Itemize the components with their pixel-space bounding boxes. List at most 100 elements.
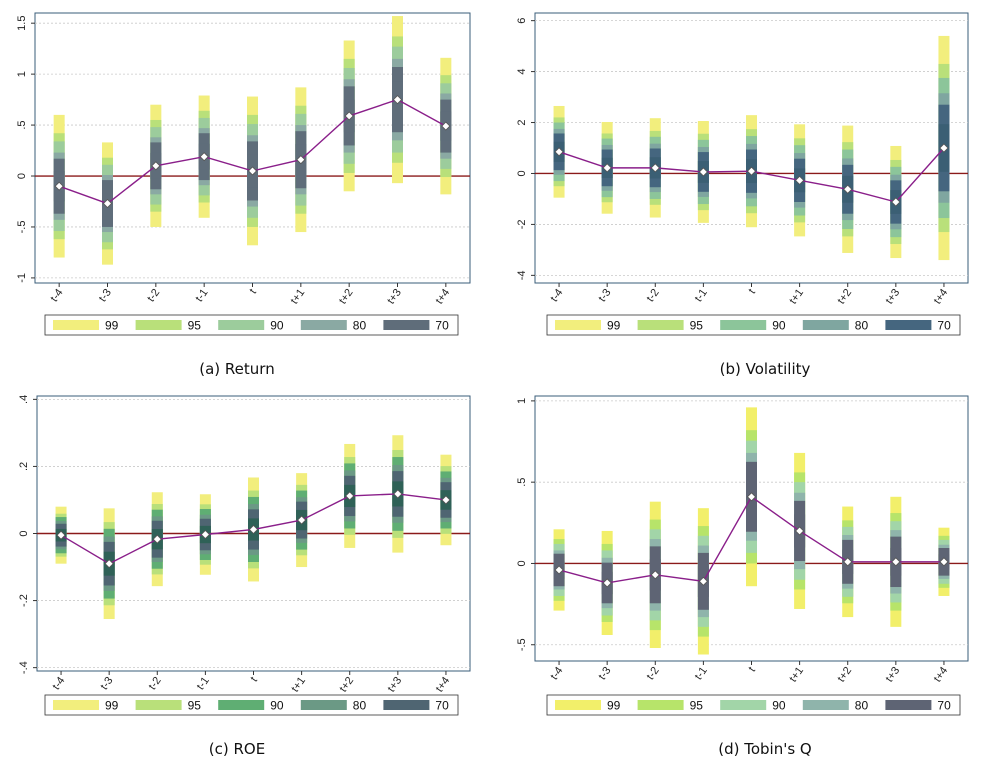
legend-label-99: 99 xyxy=(105,319,119,333)
y-tick-label: -2 xyxy=(516,220,528,230)
legend-swatch-95 xyxy=(135,700,182,710)
y-tick-label: .5 xyxy=(516,478,528,487)
x-tick-label: t+1 xyxy=(787,287,806,307)
x-tick-label: t-2 xyxy=(147,675,164,692)
legend-label-80: 80 xyxy=(353,699,367,713)
legend-swatch-70 xyxy=(885,700,932,710)
panel-return: -1 -.5 0.5 1 1.5 t-4 t-3 t-2 t-1 t t+1 t+2 t+3 t+4 99 9… xyxy=(0,0,498,384)
estimate-point xyxy=(199,152,209,162)
legend-label-99: 99 xyxy=(607,699,621,713)
y-tick-label: -1 xyxy=(16,273,28,283)
x-tick-label: t+3 xyxy=(385,287,404,307)
estimate-point xyxy=(151,161,161,171)
x-tick-label: t+2 xyxy=(835,665,854,685)
x-tick-label: t+1 xyxy=(787,665,806,685)
estimate-point xyxy=(746,492,757,502)
estimate-point xyxy=(843,184,853,194)
estimate-point xyxy=(698,576,708,586)
legend-label-70: 70 xyxy=(937,319,951,333)
legend-swatch-95 xyxy=(637,700,684,710)
estimate-point xyxy=(795,175,805,185)
estimate-point xyxy=(698,167,708,177)
y-tick-label: -4 xyxy=(516,270,528,280)
legend-swatch-70 xyxy=(885,320,932,330)
estimate-point xyxy=(650,570,660,580)
x-tick-label: t-3 xyxy=(98,675,115,692)
estimate-point xyxy=(441,495,451,505)
y-tick-label: 0 xyxy=(18,530,30,536)
x-tick-label: t-2 xyxy=(145,287,162,304)
y-tick-label: 4 xyxy=(516,69,528,75)
x-tick-label: t+3 xyxy=(884,287,903,307)
estimate-point xyxy=(344,111,354,121)
legend-label-95: 95 xyxy=(690,319,704,333)
x-tick-label: t+4 xyxy=(434,287,453,307)
x-tick-label: t-3 xyxy=(596,287,613,304)
estimate-point xyxy=(392,95,403,105)
x-tick-label: t xyxy=(746,287,758,296)
legend: 99 95 90 80 70 xyxy=(44,694,459,716)
legend-label-70: 70 xyxy=(435,699,449,713)
y-tick-label: 1.5 xyxy=(16,16,28,31)
estimate-point xyxy=(795,526,805,536)
x-tick-label: t+1 xyxy=(289,675,308,695)
y-tick-label: .2 xyxy=(18,462,30,471)
panel-caption: (b) Volatility xyxy=(720,360,811,378)
x-tick-label: t-1 xyxy=(693,665,710,682)
x-tick-label: t+2 xyxy=(835,287,854,307)
panel-roe: -.4 -.2 0 .2 .4 t-4 t-3 t-2 t-1 t t+1 t+2 t+3 t+4 99 95… xyxy=(0,384,498,769)
x-tick-label: t-1 xyxy=(195,675,212,692)
legend-swatch-90 xyxy=(218,320,265,330)
estimate-point xyxy=(746,166,757,176)
legend-label-90: 90 xyxy=(772,319,786,333)
estimate-point xyxy=(296,155,306,165)
estimate-point xyxy=(393,489,403,499)
x-tick-label: t+4 xyxy=(932,665,951,685)
estimate-point xyxy=(104,559,114,569)
y-tick-label: 0 xyxy=(516,170,528,176)
estimate-point xyxy=(602,163,612,173)
legend: 99 95 90 80 70 xyxy=(44,314,459,336)
legend-swatch-99 xyxy=(555,320,601,330)
x-tick-label: t xyxy=(746,665,758,674)
legend-label-99: 99 xyxy=(607,319,621,333)
legend-swatch-80 xyxy=(300,700,347,710)
estimate-point xyxy=(602,578,612,588)
panel-caption: (d) Tobin's Q xyxy=(718,740,812,758)
y-tick-label: -.4 xyxy=(18,661,30,674)
x-tick-label: t+2 xyxy=(337,675,356,695)
estimate-point xyxy=(441,121,451,131)
x-tick-label: t-3 xyxy=(596,665,613,682)
legend: 99 95 90 80 70 xyxy=(546,314,961,336)
x-tick-label: t+3 xyxy=(884,665,903,685)
estimate-point xyxy=(297,515,307,525)
legend-label-70: 70 xyxy=(937,699,951,713)
x-tick-label: t+1 xyxy=(289,287,308,307)
estimate-point xyxy=(102,198,113,209)
chart-return: -1-.50.511.5t-4 t-3 t-2 t-1 t t+1 t+2 t+3 t+499 9… xyxy=(16,12,471,378)
legend-swatch-99 xyxy=(53,700,99,710)
legend-swatch-90 xyxy=(218,700,265,710)
y-tick-label: 1 xyxy=(516,398,528,404)
legend-label-90: 90 xyxy=(270,319,284,333)
legend-swatch-80 xyxy=(300,320,347,330)
estimate-point xyxy=(891,557,901,567)
x-tick-label: t+3 xyxy=(386,675,405,695)
legend-label-90: 90 xyxy=(772,699,786,713)
legend-label-80: 80 xyxy=(353,319,367,333)
legend-label-95: 95 xyxy=(188,699,202,713)
estimate-point xyxy=(152,534,162,544)
y-tick-label: -.2 xyxy=(18,594,30,607)
estimate-point xyxy=(56,530,66,540)
estimate-point xyxy=(891,197,901,207)
estimate-point xyxy=(939,557,949,567)
y-tick-label: 1 xyxy=(16,71,28,77)
y-tick-label: 2 xyxy=(516,119,528,125)
estimate-point xyxy=(843,557,853,567)
x-tick-label: t-2 xyxy=(645,287,662,304)
x-tick-label: t-2 xyxy=(645,665,662,682)
estimate-point xyxy=(200,529,210,540)
legend-swatch-70 xyxy=(383,320,430,330)
chart-roe: -.4 -.2 0 .2 .4 t-4 t-3 t-2 t-1 t t+1 t+2 t+3 t+4 99 95… xyxy=(18,395,471,758)
legend-label-95: 95 xyxy=(690,699,704,713)
